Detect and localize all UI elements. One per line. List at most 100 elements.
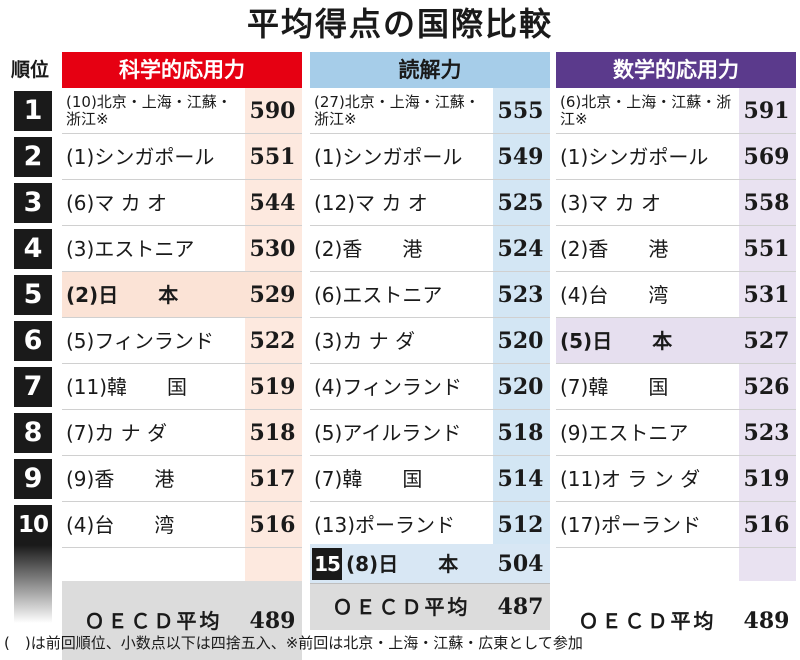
reading-score: 518	[497, 420, 544, 446]
math-row: (17)ポーランド 516	[556, 502, 796, 548]
reading-country: (12)マ カ オ	[314, 191, 428, 215]
science-row: (4)台 湾 516	[62, 502, 302, 548]
rank-header: 順位	[10, 59, 49, 81]
reading-country: (4)フィンランド	[314, 375, 462, 399]
reading-japan-country: (8)日 本	[346, 552, 459, 576]
reading-score: 549	[497, 144, 544, 170]
science-column: 科学的応用力 (10)北京・上海・江蘇・浙江※ 590 (1)シンガポール 551 (6…	[62, 52, 302, 660]
reading-country: (27)北京・上海・江蘇・浙江※	[314, 93, 480, 128]
reading-header: 読解力	[310, 52, 550, 88]
math-score: 527	[743, 328, 790, 354]
science-row: (6)マ カ オ 544	[62, 180, 302, 226]
reading-row: (3)カ ナ ダ 520	[310, 318, 550, 364]
math-country: (17)ポーランド	[560, 513, 702, 537]
science-country: (9)香 港	[66, 467, 175, 491]
math-score: 558	[743, 190, 790, 216]
science-score: 517	[249, 466, 296, 492]
science-oecd-label: ＯＥＣＤ平均	[84, 609, 223, 633]
math-column: 数学的応用力 (6)北京・上海・江蘇・浙江※ 591 (1)シンガポール 569 (3)…	[556, 52, 796, 634]
reading-oecd-label: ＯＥＣＤ平均	[332, 595, 471, 619]
math-score: 523	[743, 420, 790, 446]
reading-row: (12)マ カ オ 525	[310, 180, 550, 226]
math-row: (4)台 湾 531	[556, 272, 796, 318]
science-score-band	[245, 88, 302, 581]
math-row: (5)日 本 527	[556, 318, 796, 364]
science-score: 590	[249, 98, 296, 124]
rank-badge: 9	[14, 459, 52, 499]
math-row: (11)オ ラ ン ダ 519	[556, 456, 796, 502]
reading-country: (13)ポーランド	[314, 513, 456, 537]
reading-row: (4)フィンランド 520	[310, 364, 550, 410]
math-country: (1)シンガポール	[560, 145, 709, 169]
math-header: 数学的応用力	[556, 52, 796, 88]
reading-country: (5)アイルランド	[314, 421, 462, 445]
reading-row: (13)ポーランド 512	[310, 502, 550, 548]
reading-country: (7)韓 国	[314, 467, 423, 491]
science-score: 516	[249, 512, 296, 538]
page-title: 平均得点の国際比較	[246, 5, 553, 43]
reading-score: 555	[497, 98, 544, 124]
reading-score: 512	[497, 512, 544, 538]
science-country: (11)韓 国	[66, 375, 188, 399]
science-country: (6)マ カ オ	[66, 191, 168, 215]
math-row: (2)香 港 551	[556, 226, 796, 272]
math-score: 569	[743, 144, 790, 170]
reading-score: 520	[497, 374, 544, 400]
math-score: 516	[743, 512, 790, 538]
science-score: 530	[249, 236, 296, 262]
science-country: (4)台 湾	[66, 513, 175, 537]
math-country: (5)日 本	[560, 329, 673, 353]
math-oecd-score: 489	[743, 608, 790, 634]
science-country: (1)シンガポール	[66, 145, 215, 169]
science-row: (10)北京・上海・江蘇・浙江※ 590	[62, 88, 302, 134]
math-country: (2)香 港	[560, 237, 669, 261]
math-oecd-label: ＯＥＣＤ平均	[578, 609, 717, 633]
reading-score: 524	[497, 236, 544, 262]
math-oecd-box: ＯＥＣＤ平均 489	[556, 581, 796, 660]
rank-badge: 3	[14, 183, 52, 223]
reading-row: (2)香 港 524	[310, 226, 550, 272]
science-header: 科学的応用力	[62, 52, 302, 88]
reading-row: (6)エストニア 523	[310, 272, 550, 318]
rank-badge: 1	[14, 91, 52, 131]
reading-country: (3)カ ナ ダ	[314, 329, 416, 353]
science-country: (5)フィンランド	[66, 329, 214, 353]
science-row: (9)香 港 517	[62, 456, 302, 502]
math-country: (7)韓 国	[560, 375, 669, 399]
reading-oecd-score: 487	[497, 594, 544, 620]
science-row: (7)カ ナ ダ 518	[62, 410, 302, 456]
math-country: (6)北京・上海・江蘇・浙江※	[560, 93, 732, 128]
reading-score: 520	[497, 328, 544, 354]
reading-japan-rank: 15	[312, 548, 342, 580]
science-country: (10)北京・上海・江蘇・浙江※	[66, 93, 232, 128]
rank-badge: 4	[14, 229, 52, 269]
math-country: (9)エストニア	[560, 421, 689, 445]
reading-score: 523	[497, 282, 544, 308]
science-score: 544	[249, 190, 296, 216]
footnote: ( )は前回順位、小数点以下は四捨五入、※前回は北京・上海・江蘇・広東として参加	[4, 634, 583, 652]
science-score: 551	[249, 144, 296, 170]
rank-badge: 2	[14, 137, 52, 177]
math-country: (4)台 湾	[560, 283, 669, 307]
science-row: (2)日 本 529	[62, 272, 302, 318]
science-score: 518	[249, 420, 296, 446]
math-score: 551	[743, 236, 790, 262]
math-row: (9)エストニア 523	[556, 410, 796, 456]
reading-score: 514	[497, 466, 544, 492]
math-country: (11)オ ラ ン ダ	[560, 467, 701, 491]
math-score: 519	[743, 466, 790, 492]
reading-japan-score: 504	[497, 551, 544, 577]
reading-row: (5)アイルランド 518	[310, 410, 550, 456]
reading-row: (7)韓 国 514	[310, 456, 550, 502]
rank-badge: 6	[14, 321, 52, 361]
math-country: (3)マ カ オ	[560, 191, 662, 215]
math-score: 531	[743, 282, 790, 308]
math-row: (6)北京・上海・江蘇・浙江※ 591	[556, 88, 796, 134]
rank-badge: 8	[14, 413, 52, 453]
reading-column: 読解力 (27)北京・上海・江蘇・浙江※ 555 (1)シンガポール 549 (12)マ…	[310, 52, 550, 630]
science-score: 522	[249, 328, 296, 354]
reading-japan-row: 15 (8)日 本 504	[310, 544, 550, 584]
reading-country: (2)香 港	[314, 237, 423, 261]
science-row: (5)フィンランド 522	[62, 318, 302, 364]
science-country: (3)エストニア	[66, 237, 195, 261]
